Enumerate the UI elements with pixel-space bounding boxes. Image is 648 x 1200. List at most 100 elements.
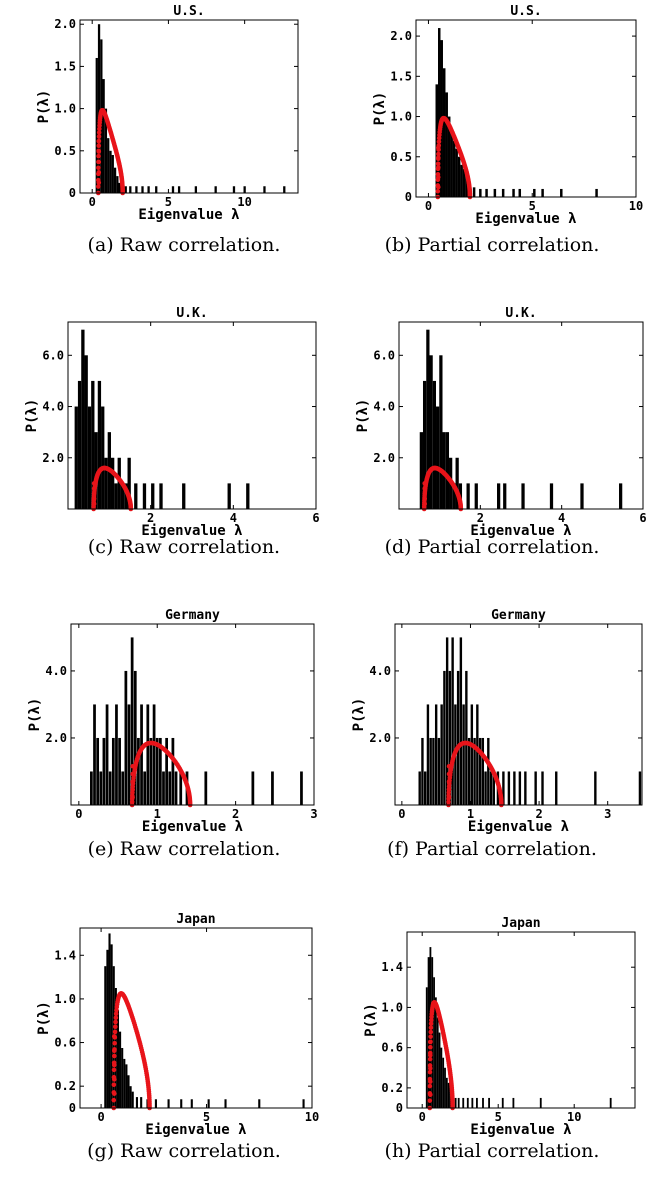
histogram-bar xyxy=(127,457,131,509)
y-tick-label: 0.2 xyxy=(381,1081,403,1095)
histogram-bar xyxy=(454,1097,457,1108)
y-tick-label: 2.0 xyxy=(54,17,76,31)
x-tick-label: 6 xyxy=(312,511,319,525)
histogram-bar xyxy=(448,670,452,805)
theory-point xyxy=(428,1034,433,1039)
histogram-bar xyxy=(429,737,432,805)
theory-point xyxy=(422,481,428,486)
histogram-bar xyxy=(171,737,175,805)
histogram-bar xyxy=(493,188,497,197)
histogram-bar xyxy=(609,1097,612,1108)
theory-point xyxy=(91,491,97,496)
histogram-bar xyxy=(106,949,109,1108)
theory-point xyxy=(422,496,428,502)
x-tick-label: 5 xyxy=(529,199,536,213)
theory-point xyxy=(96,165,101,171)
histogram-bar xyxy=(539,1097,542,1108)
histogram-bar xyxy=(445,92,448,197)
histogram-bar xyxy=(534,771,537,805)
x-tick-label: 0 xyxy=(398,807,405,821)
histogram-bar xyxy=(457,156,461,197)
histogram-bar xyxy=(120,483,125,509)
theory-point xyxy=(428,1025,434,1030)
theory-point xyxy=(96,143,102,148)
histogram-bar xyxy=(487,737,490,805)
chart-title: Japan xyxy=(501,916,540,931)
histogram-bar xyxy=(300,771,303,805)
histogram-bar xyxy=(460,164,463,197)
axes-frame xyxy=(79,19,299,194)
histogram-bar xyxy=(471,1097,474,1108)
histogram-bar xyxy=(467,737,471,805)
theory-point xyxy=(96,184,101,189)
theory-point xyxy=(428,1039,433,1045)
histogram-bar xyxy=(503,483,507,509)
theory-point xyxy=(111,1048,117,1054)
theory-point xyxy=(446,771,452,777)
theory-point xyxy=(111,1034,117,1039)
histogram-bar xyxy=(263,186,266,193)
histogram-bar xyxy=(595,188,598,197)
histogram-bar xyxy=(513,771,516,805)
histogram-bar xyxy=(167,1099,170,1108)
histogram-bar xyxy=(109,150,112,193)
histogram-bar xyxy=(447,116,451,197)
histogram-bar xyxy=(129,186,132,193)
y-axis-label: P(λ) xyxy=(351,698,367,732)
y-tick-label: 1.5 xyxy=(390,69,412,83)
histogram-bar xyxy=(194,186,198,193)
x-tick-label: 3 xyxy=(310,807,317,821)
theory-point xyxy=(91,496,97,502)
y-axis-label: P(λ) xyxy=(27,698,43,732)
axes-frame xyxy=(67,321,317,510)
histogram-bar xyxy=(104,966,107,1108)
histogram-bar xyxy=(204,771,208,805)
histogram-bar xyxy=(123,1058,126,1108)
histogram-bar xyxy=(465,176,468,197)
histogram-bar xyxy=(162,771,165,805)
y-tick-label: 2.0 xyxy=(373,451,395,465)
theory-point xyxy=(428,1029,434,1035)
histogram-bar xyxy=(434,704,438,805)
histogram-bar xyxy=(117,457,121,509)
y-axis-label: P(λ) xyxy=(363,1003,379,1037)
x-tick-label: 5 xyxy=(495,1110,502,1124)
theory-point xyxy=(97,126,102,132)
theory-point xyxy=(130,794,135,800)
histogram-bar xyxy=(512,1097,515,1108)
histogram-bar xyxy=(129,1086,132,1108)
histogram-bar xyxy=(124,670,128,805)
panel-c: 2 4 6 2.0 4.0 6.0 U.K. Eigenvalue λ P(λ) xyxy=(24,306,320,539)
histogram-bar xyxy=(246,483,250,509)
histogram-bar xyxy=(99,771,103,805)
histogram-bar xyxy=(159,483,163,509)
histogram-bar xyxy=(168,771,172,805)
histogram-bar xyxy=(116,176,119,193)
theory-point xyxy=(435,165,441,170)
histogram-bar xyxy=(155,186,158,193)
histogram-bar xyxy=(116,1009,120,1108)
x-tick-label: 1 xyxy=(467,807,474,821)
theory-point xyxy=(446,763,452,769)
x-tick-label: 10 xyxy=(237,195,251,209)
histogram-bar xyxy=(432,380,436,509)
histogram-bar xyxy=(146,704,150,805)
theory-point xyxy=(435,145,441,151)
histogram-bar xyxy=(445,432,450,509)
histogram-bar xyxy=(84,355,88,509)
theory-point xyxy=(130,763,135,769)
histogram-bar xyxy=(207,1099,210,1108)
histogram-bar xyxy=(140,704,143,805)
histogram-bar xyxy=(171,186,175,193)
histogram-bar xyxy=(104,457,108,509)
chart-title: U.K. xyxy=(505,306,536,321)
histogram-bar xyxy=(133,670,137,805)
histogram-bar xyxy=(442,1057,445,1108)
theory-point xyxy=(428,1092,433,1098)
histogram-bar xyxy=(95,57,98,194)
histogram-bar xyxy=(465,670,468,805)
histogram-bar xyxy=(81,329,85,509)
y-tick-label: 0 xyxy=(69,186,76,200)
y-axis-label: P(λ) xyxy=(36,1001,52,1035)
axes-frame xyxy=(415,19,637,198)
